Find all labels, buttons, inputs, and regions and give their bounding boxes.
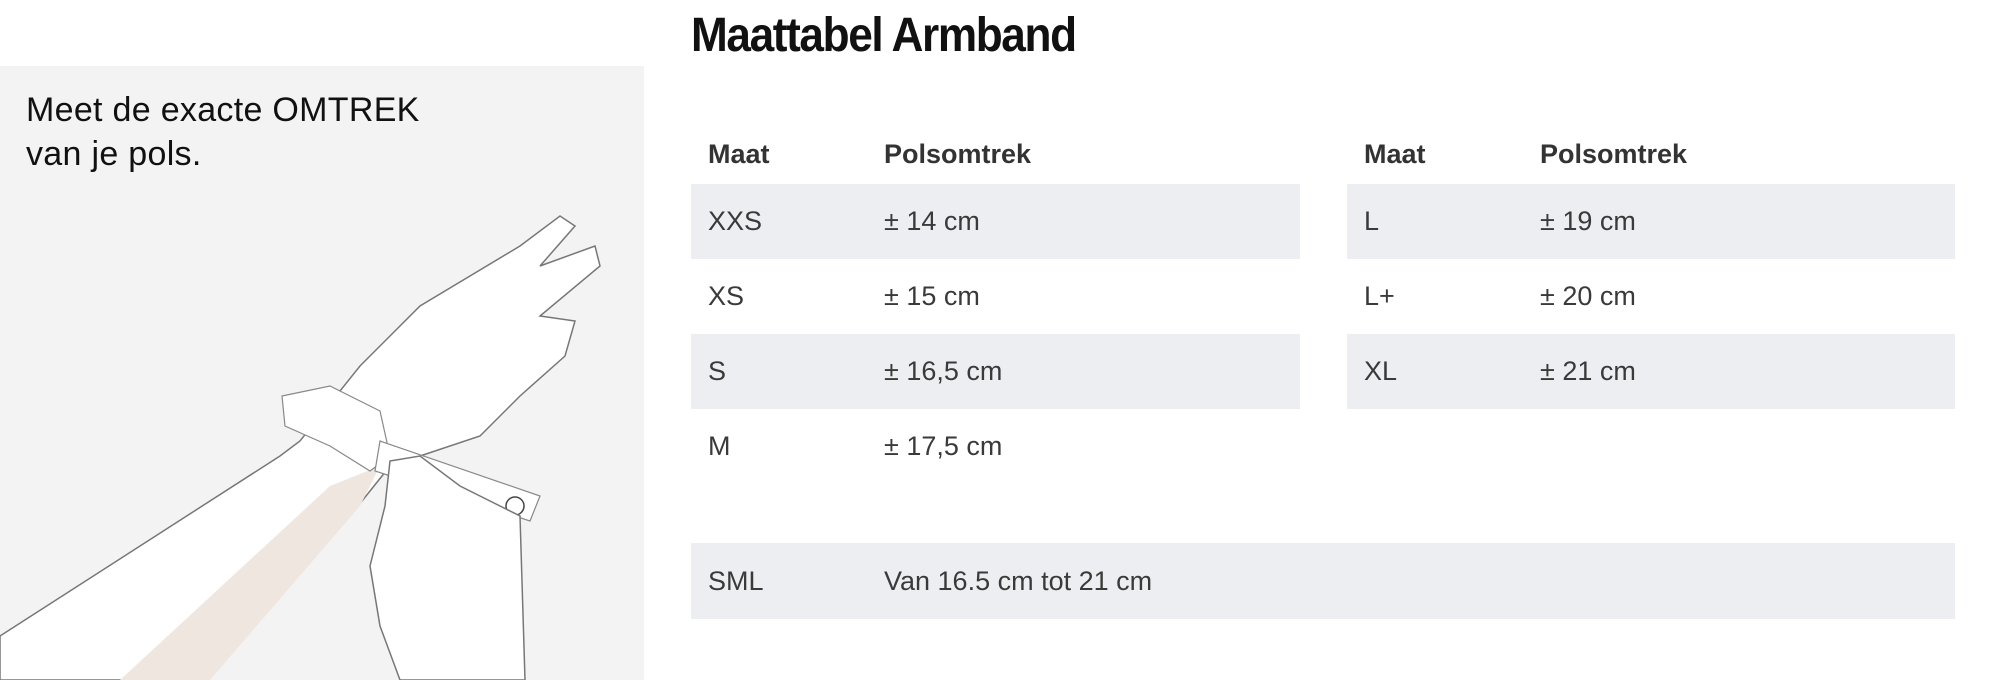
table-header: Maat Polsomtrek	[691, 124, 1300, 184]
table-row: SML Van 16.5 cm tot 21 cm	[691, 543, 1955, 619]
table-row: L ± 19 cm	[1347, 184, 1955, 259]
table-row: L+ ± 20 cm	[1347, 259, 1955, 334]
header-size: Maat	[1364, 138, 1426, 169]
size-table-right: Maat Polsomtrek L ± 19 cm L+ ± 20 cm XL ± 2…	[1347, 124, 1955, 409]
size-cell: L	[1347, 184, 1523, 259]
instruction-text: Meet de exacte OMTREK van je pols.	[26, 88, 420, 176]
page-title: Maattabel Armband	[691, 9, 1077, 62]
instruction-line-2: van je pols.	[26, 135, 202, 173]
instruction-line-1: Meet de exacte OMTREK	[26, 91, 420, 129]
table-row: XXS ± 14 cm	[691, 184, 1300, 259]
size-table-left: Maat Polsomtrek XXS ± 14 cm XS ± 15 cm S ± …	[691, 124, 1300, 484]
header-wrist: Polsomtrek	[884, 138, 1032, 169]
sml-table: SML Van 16.5 cm tot 21 cm	[691, 543, 1955, 619]
table-header: Maat Polsomtrek	[1347, 124, 1955, 184]
wrist-cell: ± 17,5 cm	[884, 431, 1003, 461]
wrist-cell: ± 21 cm	[1523, 334, 1955, 409]
table-row: S ± 16,5 cm	[691, 334, 1300, 409]
header-wrist: Polsomtrek	[1540, 138, 1688, 169]
size-cell: M	[708, 431, 731, 461]
wrist-measuring-illustration	[0, 215, 601, 680]
size-cell: XS	[708, 281, 745, 311]
table-row: XS ± 15 cm	[691, 259, 1300, 334]
measuring-instruction-panel: Meet de exacte OMTREK van je pols.	[0, 66, 644, 680]
wrist-cell: ± 16,5 cm	[867, 334, 1300, 409]
size-cell: L+	[1364, 281, 1395, 311]
wrist-cell: ± 15 cm	[884, 281, 980, 311]
size-cell: S	[691, 334, 867, 409]
wrist-cell: Van 16.5 cm tot 21 cm	[867, 543, 1955, 619]
wrist-cell: ± 20 cm	[1540, 281, 1636, 311]
wrist-cell: ± 14 cm	[867, 184, 1300, 259]
size-cell: SML	[691, 543, 867, 619]
size-cell: XL	[1347, 334, 1523, 409]
table-row: M ± 17,5 cm	[691, 409, 1300, 484]
size-cell: XXS	[691, 184, 867, 259]
table-row: XL ± 21 cm	[1347, 334, 1955, 409]
header-size: Maat	[708, 138, 770, 169]
wrist-cell: ± 19 cm	[1523, 184, 1955, 259]
